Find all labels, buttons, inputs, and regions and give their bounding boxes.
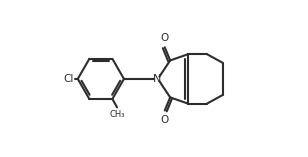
Text: Cl: Cl	[63, 74, 74, 84]
Text: O: O	[160, 115, 168, 125]
Text: CH₃: CH₃	[109, 110, 125, 119]
Text: N: N	[153, 74, 161, 84]
Text: O: O	[160, 33, 168, 43]
